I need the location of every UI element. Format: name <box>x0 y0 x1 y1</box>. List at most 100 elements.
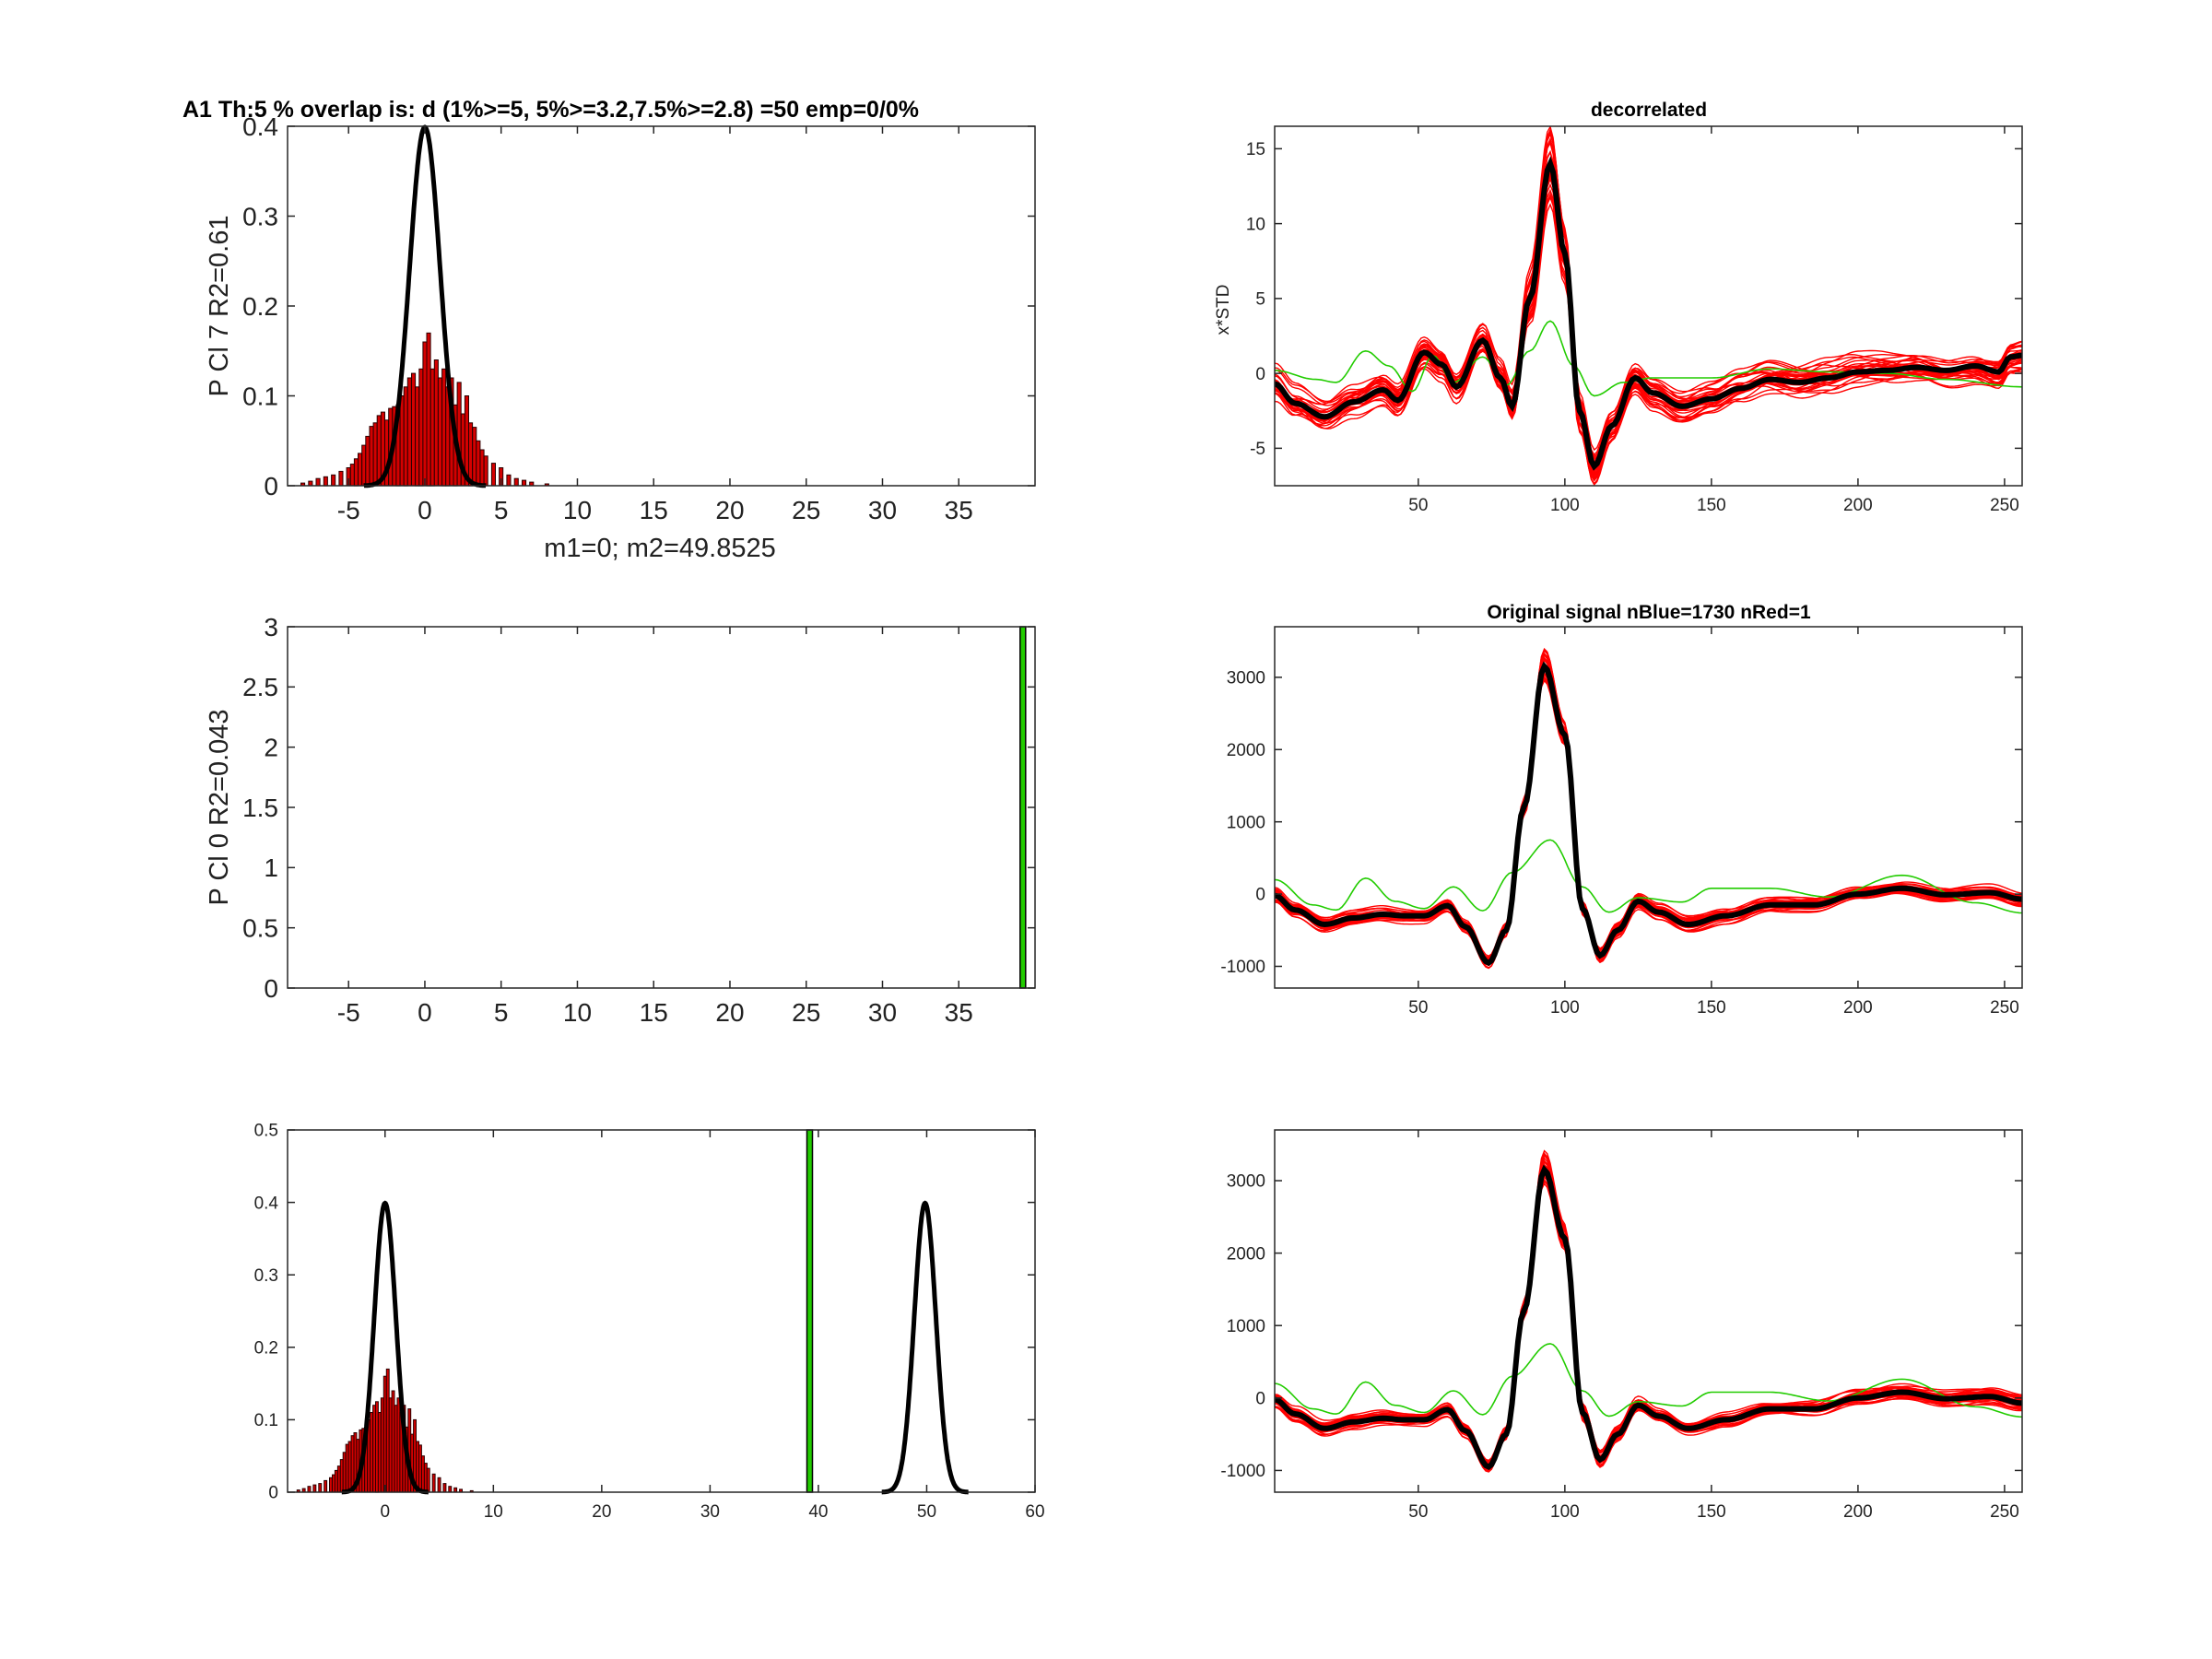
trace-bottom-green-trace <box>1275 1343 2022 1418</box>
hist-top-bar <box>483 455 488 487</box>
trace-original-xtick-label: 50 <box>1408 998 1428 1018</box>
trace-original-title: Original signal nBlue=1730 nRed=1 <box>1487 602 1811 623</box>
trace-decorrelated-xtick-label: 50 <box>1408 496 1428 515</box>
trace-bottom-xtick-label: 200 <box>1843 1502 1873 1522</box>
hist-bottom-ytick-label: 0.2 <box>254 1338 278 1358</box>
hist-bottom-bar <box>377 1412 382 1493</box>
hist-top-ylabel: P Cl 7 R2=0.61 <box>205 216 234 397</box>
hist-top-bar <box>358 453 363 487</box>
hist-bottom-bar <box>318 1483 323 1493</box>
hist-top-bar <box>418 368 424 487</box>
trace-bottom-ytick-label: -1000 <box>1220 1462 1265 1481</box>
hist-top-xtick-label: 25 <box>792 496 820 524</box>
panel-hist-top: -5 0 5 10 15 20 25 30 35 0 0.1 0.2 0.3 0.4 P Cl 7 R2=… <box>205 112 1036 563</box>
hist-middle-green-bar <box>1019 626 1027 989</box>
hist-bottom-bar <box>329 1477 333 1493</box>
trace-decorrelated-axes-box <box>1274 125 2023 487</box>
hist-bottom-ytick-label: 0.4 <box>254 1194 279 1213</box>
trace-bottom-ytick-label: 0 <box>1255 1389 1265 1408</box>
hist-top-xtick-label: 35 <box>945 496 973 524</box>
trace-bottom-xtick-label: 250 <box>1990 1502 2019 1522</box>
hist-top-bar <box>468 422 474 487</box>
hist-top-bar <box>490 463 497 487</box>
hist-middle-xtick-label: 10 <box>563 998 592 1027</box>
figure-title: A1 Th:5 % overlap is: d (1%>=5, 5%>=3.2,… <box>182 97 919 123</box>
hist-top-bar <box>479 449 485 487</box>
hist-top-bar <box>403 386 408 487</box>
trace-original-red-trace <box>1275 657 2022 961</box>
hist-top-bar <box>476 440 481 487</box>
hist-top-bar <box>426 332 431 487</box>
hist-top-bar <box>353 458 359 487</box>
hist-bottom-bar <box>391 1390 395 1493</box>
hist-middle-ytick-label: 3 <box>264 613 278 641</box>
hist-bottom-plot-area <box>288 1130 1035 1492</box>
hist-top-xtick-label: 20 <box>715 496 744 524</box>
hist-top-bar <box>433 359 439 487</box>
hist-top-ytick-label: 0.3 <box>242 202 278 230</box>
trace-decorrelated-xtick-label: 250 <box>1990 496 2019 515</box>
trace-bottom-plot-area <box>1275 1130 2022 1492</box>
hist-top-bar <box>437 377 442 487</box>
hist-top-bar <box>506 474 512 487</box>
hist-bottom-axes-box <box>287 1129 1036 1493</box>
trace-decorrelated-ytick-label: 0 <box>1255 365 1265 384</box>
trace-original-mean-trace <box>1275 661 2022 967</box>
hist-bottom-bar <box>334 1469 338 1493</box>
hist-bottom-bar <box>448 1486 453 1493</box>
trace-decorrelated-mean-trace <box>1275 156 2022 471</box>
hist-bottom-bar <box>312 1484 317 1493</box>
trace-original-ytick-label: 0 <box>1255 886 1265 905</box>
trace-original-traces <box>1275 647 2022 970</box>
trace-original-ytick-label: 1000 <box>1227 813 1265 832</box>
hist-top-bar <box>338 470 344 487</box>
trace-decorrelated-red-trace <box>1275 203 2022 485</box>
hist-top-bar <box>399 395 405 487</box>
trace-original-xtick-label: 100 <box>1550 998 1580 1018</box>
hist-bottom-bar <box>442 1483 447 1493</box>
hist-bottom-bar <box>324 1479 328 1493</box>
hist-top-bar <box>415 386 420 487</box>
trace-bottom-ytick-label: 3000 <box>1227 1172 1265 1192</box>
trace-original-xtick-label: 250 <box>1990 998 2019 1018</box>
hist-top-bar <box>323 476 328 487</box>
trace-decorrelated-ylabel: x*STD <box>1214 285 1233 335</box>
hist-top-xlabel: m1=0; m2=49.8525 <box>544 534 776 563</box>
hist-middle-ytick-label: 2 <box>264 733 278 761</box>
hist-bottom-bar <box>307 1486 312 1493</box>
trace-decorrelated-red-trace <box>1275 182 2022 475</box>
hist-bottom-xtick-label: 10 <box>484 1502 503 1522</box>
hist-top-xtick-label: 10 <box>563 496 592 524</box>
trace-decorrelated-red-trace <box>1275 177 2022 465</box>
hist-middle-xtick-label: -5 <box>337 998 360 1027</box>
hist-top-ytick-label: 0.4 <box>242 112 278 141</box>
hist-top-bar <box>456 382 462 487</box>
trace-decorrelated-xtick-label: 200 <box>1843 496 1873 515</box>
trace-bottom-traces <box>1275 1149 2022 1473</box>
hist-top-bar <box>429 368 435 487</box>
panel-hist-bottom: 0 10 20 30 40 50 60 0 0.1 0.2 0.3 0.4 0.5 <box>254 1122 1045 1522</box>
hist-bottom-bar <box>382 1375 387 1493</box>
hist-top-ytick-label: 0.2 <box>242 292 278 321</box>
trace-decorrelated-green-trace <box>1275 320 2022 397</box>
trace-decorrelated-ytick-label: 5 <box>1255 290 1265 310</box>
hist-top-bar <box>376 415 382 487</box>
hist-top-bar <box>472 427 477 487</box>
trace-original-xtick-label: 150 <box>1697 998 1726 1018</box>
trace-bottom-xtick-label: 150 <box>1697 1502 1726 1522</box>
panel-trace-decorrelated: decorrelated 50 100 150 200 250 -5 0 5 10 15 x*ST… <box>1214 100 2023 515</box>
trace-bottom-xtick-label: 100 <box>1550 1502 1580 1522</box>
hist-bottom-xtick-label: 40 <box>808 1502 828 1522</box>
trace-original-axes-box <box>1274 626 2023 989</box>
hist-top-bar <box>315 477 321 487</box>
trace-decorrelated-xtick-label: 100 <box>1550 496 1580 515</box>
hist-bottom-xtick-label: 50 <box>917 1502 936 1522</box>
panel-trace-bottom: 50 100 150 200 250 -1000 0 1000 2000 3000 <box>1220 1129 2023 1522</box>
hist-bottom-ytick-label: 0.1 <box>254 1411 278 1430</box>
trace-bottom-mean-trace <box>1275 1164 2022 1470</box>
hist-bottom-ytick-label: 0.5 <box>254 1122 278 1141</box>
hist-middle-xtick-label: 20 <box>715 998 744 1027</box>
trace-original-plot-area <box>1275 627 2022 988</box>
hist-top-bar <box>422 341 428 487</box>
trace-original-ytick-label: 3000 <box>1227 669 1265 688</box>
